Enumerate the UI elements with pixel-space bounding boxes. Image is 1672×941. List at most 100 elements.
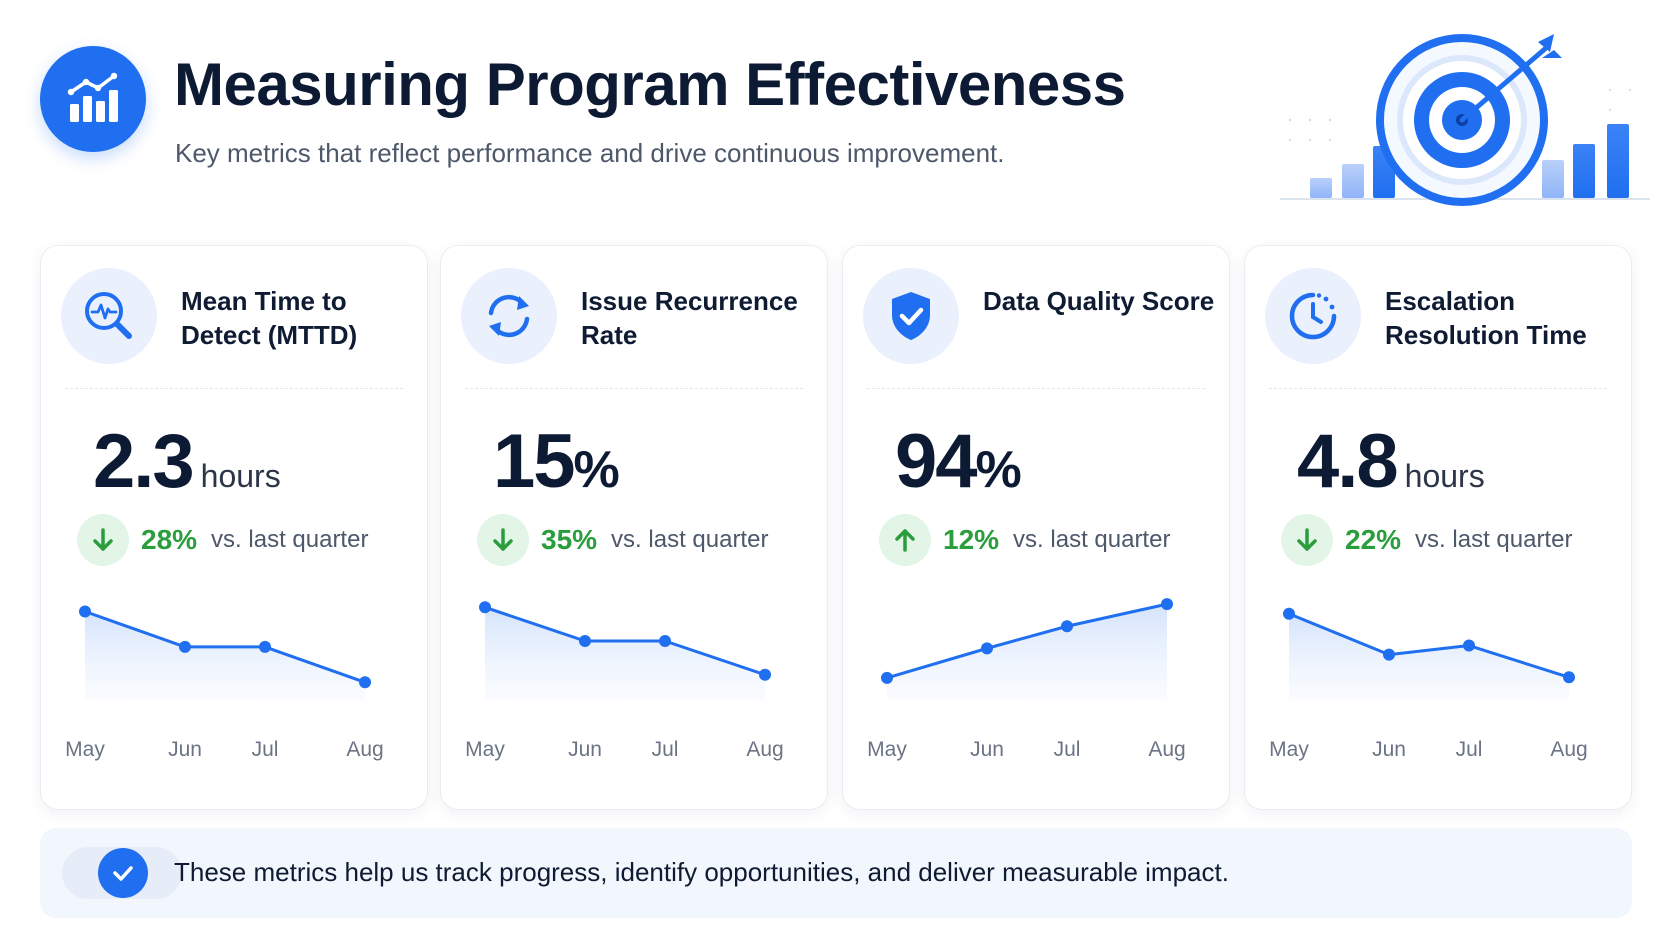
- x-tick-label: May: [867, 738, 907, 761]
- change-badge: [77, 514, 129, 566]
- trend-chart: May Jun Jul Aug: [65, 605, 384, 761]
- card-divider: [465, 388, 803, 389]
- metric-display: 94%: [895, 418, 1022, 505]
- x-tick-label: Aug: [346, 738, 383, 761]
- data-point-jun: [579, 635, 591, 647]
- chart-line: [886, 602, 1168, 680]
- metric-unit: hours: [1404, 458, 1485, 494]
- trend-chart: May Jun Jul Aug: [867, 598, 1186, 761]
- x-tick-label: Jul: [652, 738, 679, 761]
- target-illustration: [1280, 20, 1650, 220]
- metric-unit: %: [975, 441, 1022, 499]
- change-indicator: 12% vs. last quarter: [879, 514, 1170, 566]
- x-tick-label: Jun: [970, 738, 1004, 761]
- change-percent: 22%: [1345, 524, 1402, 555]
- metric-display: 15%: [493, 418, 620, 505]
- metric-value: 15: [493, 419, 576, 504]
- refresh-icon: [488, 294, 530, 338]
- page-subtitle: Key metrics that reflect performance and…: [175, 138, 1005, 168]
- data-point-jun: [1383, 648, 1395, 661]
- chart-area: [887, 604, 1167, 701]
- card-icon-badge: [461, 268, 557, 364]
- x-tick-label: May: [1269, 738, 1309, 761]
- data-point-aug: [359, 676, 371, 689]
- trend-chart: May Jun Jul Aug: [1269, 607, 1588, 761]
- x-tick-label: Aug: [1148, 738, 1185, 761]
- x-tick-label: Jul: [1456, 738, 1483, 761]
- metric-value: 4.8: [1297, 419, 1399, 504]
- chart-area: [1289, 613, 1569, 701]
- change-badge: [1281, 514, 1333, 566]
- bar-chart-trend-icon: [67, 72, 118, 122]
- metric-unit: %: [573, 441, 620, 499]
- data-point-jul: [1061, 620, 1073, 633]
- change-label: vs. last quarter: [211, 526, 369, 553]
- metric-card-mttd: Mean Time to Detect (MTTD) 2.3 hours 28% …: [40, 245, 428, 810]
- x-tick-label: Jul: [252, 738, 279, 761]
- change-label: vs. last quarter: [1415, 526, 1573, 553]
- check-circle-icon: [98, 848, 148, 898]
- metric-value: 94: [895, 419, 978, 504]
- chart-line: [484, 605, 766, 677]
- change-badge: [477, 514, 529, 566]
- metric-unit: hours: [200, 458, 281, 494]
- card-title: Issue Recurrence Rate: [581, 286, 798, 350]
- x-tick-label: May: [65, 738, 105, 761]
- data-point-may: [79, 605, 91, 618]
- summary-banner: These metrics help us track progress, id…: [40, 828, 1632, 918]
- shield-check-icon: [892, 292, 930, 340]
- arrow-down-icon: [1297, 528, 1317, 551]
- metric-display: 2.3 hours: [93, 418, 281, 505]
- data-point-jun: [179, 640, 191, 653]
- card-divider: [1269, 388, 1607, 389]
- change-label: vs. last quarter: [1013, 526, 1171, 553]
- data-point-may: [479, 601, 491, 614]
- change-percent: 12%: [943, 524, 1000, 555]
- page-title: Measuring Program Effectiveness: [174, 51, 1126, 118]
- trend-chart: May Jun Jul Aug: [465, 601, 784, 761]
- card-icon-badge: [863, 268, 959, 364]
- data-point-may: [1283, 607, 1295, 620]
- x-tick-label: Aug: [1550, 738, 1587, 761]
- data-point-aug: [1161, 598, 1173, 611]
- card-title: Escalation Resolution Time: [1385, 286, 1587, 350]
- metric-card-escalation: Escalation Resolution Time 4.8 hours 22% …: [1244, 245, 1632, 810]
- change-label: vs. last quarter: [611, 526, 769, 553]
- metric-display: 4.8 hours: [1297, 418, 1485, 505]
- x-tick-label: Jun: [1372, 738, 1406, 761]
- change-indicator: 22% vs. last quarter: [1281, 514, 1572, 566]
- chart-line: [84, 610, 366, 684]
- x-tick-label: Jul: [1054, 738, 1081, 761]
- data-point-may: [881, 671, 893, 684]
- chart-area: [485, 607, 765, 701]
- card-title: Mean Time to Detect (MTTD): [181, 286, 358, 350]
- clock-icon: [1289, 292, 1337, 340]
- data-point-aug: [1563, 671, 1575, 684]
- metric-value: 2.3: [93, 419, 195, 504]
- card-divider: [65, 388, 403, 389]
- change-indicator: 28% vs. last quarter: [77, 514, 368, 566]
- magnifier-pulse-icon: [85, 292, 132, 339]
- change-badge: [879, 514, 931, 566]
- data-point-jul: [1463, 639, 1475, 652]
- card-icon-badge: [1265, 268, 1361, 364]
- banner-text: These metrics help us track progress, id…: [174, 857, 1229, 887]
- x-tick-label: May: [465, 738, 505, 761]
- change-percent: 35%: [541, 524, 598, 555]
- card-title: Data Quality Score: [983, 286, 1215, 316]
- change-percent: 28%: [141, 524, 198, 555]
- metric-card-recurrence: Issue Recurrence Rate 15% 35% vs. last q…: [440, 245, 828, 810]
- change-indicator: 35% vs. last quarter: [477, 514, 768, 566]
- x-tick-label: Jun: [168, 738, 202, 761]
- arrow-down-icon: [93, 528, 113, 551]
- data-point-jul: [259, 640, 271, 653]
- arrow-down-icon: [493, 528, 513, 551]
- metric-card-data-quality: Data Quality Score 94% 12% vs. last quar…: [842, 245, 1230, 810]
- header-logo: [40, 46, 146, 152]
- data-point-jul: [659, 635, 671, 647]
- card-divider: [867, 388, 1205, 389]
- card-icon-badge: [61, 268, 157, 364]
- chart-line: [1288, 612, 1570, 679]
- data-point-aug: [759, 668, 771, 681]
- arrow-up-icon: [895, 529, 915, 552]
